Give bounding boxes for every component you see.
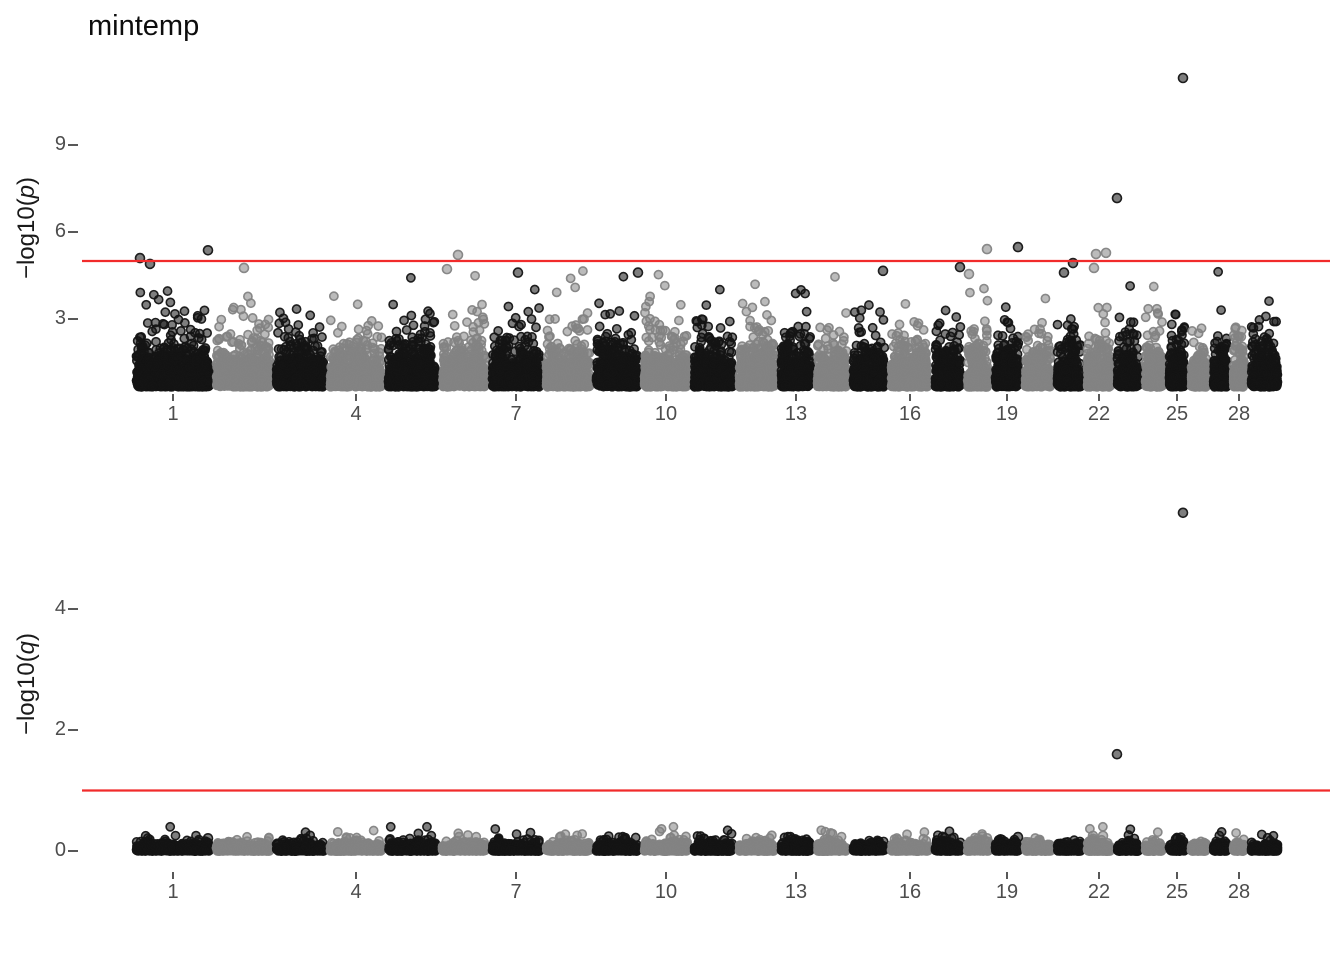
- x-tick-label: 22: [1087, 403, 1111, 425]
- x-tick-label: 16: [898, 403, 922, 425]
- x-tick-label: 28: [1227, 403, 1251, 425]
- x-tick-label: 25: [1165, 881, 1189, 903]
- x-tick-label: 25: [1165, 403, 1189, 425]
- x-tick-label: 10: [654, 403, 678, 425]
- x-tick-label: 10: [654, 881, 678, 903]
- plot-title: mintemp: [88, 10, 200, 42]
- y-tick-label: 0: [54, 839, 66, 861]
- x-tick-label: 1: [167, 881, 179, 903]
- x-tick-label: 7: [510, 881, 522, 903]
- y-tick-label: 9: [54, 133, 66, 155]
- x-tick-label: 7: [510, 403, 522, 425]
- y-tick-label: 3: [54, 307, 66, 329]
- y-axis-label-q-variable: q: [13, 640, 40, 655]
- x-tick-label: 19: [995, 403, 1019, 425]
- x-tick-label: 16: [898, 881, 922, 903]
- y-tick-label: 6: [54, 220, 66, 242]
- x-tick-label: 13: [784, 881, 808, 903]
- x-tick-label: 13: [784, 403, 808, 425]
- y-tick-label: 2: [54, 718, 66, 740]
- y-axis-label-p-suffix: ): [13, 176, 40, 185]
- y-axis-label-p-variable: p: [13, 184, 40, 199]
- x-tick-label: 4: [350, 403, 362, 425]
- x-tick-label: 22: [1087, 881, 1111, 903]
- y-tick-label: 4: [54, 597, 66, 619]
- x-tick-label: 28: [1227, 881, 1251, 903]
- x-tick-label: 19: [995, 881, 1019, 903]
- x-tick-label: 4: [350, 881, 362, 903]
- y-axis-label-q-suffix: ): [13, 632, 40, 641]
- x-tick-label: 1: [167, 403, 179, 425]
